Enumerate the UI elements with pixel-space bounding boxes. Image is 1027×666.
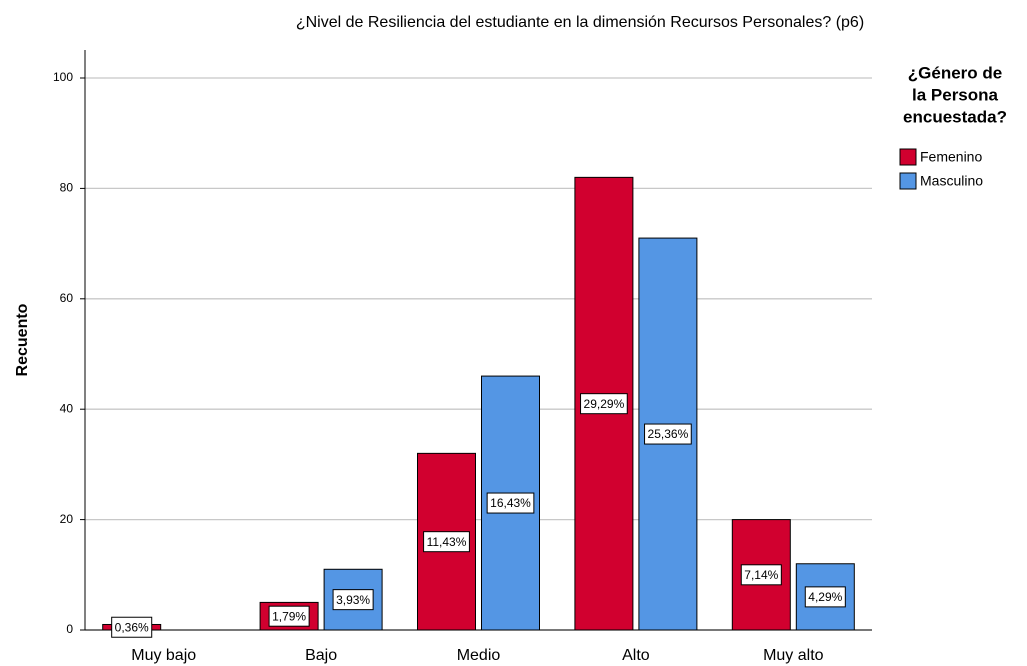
x-tick-label: Muy bajo	[131, 647, 196, 664]
legend-title: ¿Género de	[908, 63, 1002, 82]
value-label: 7,14%	[744, 568, 778, 582]
y-tick-label: 0	[66, 622, 73, 636]
value-label: 11,43%	[427, 535, 467, 549]
y-tick-label: 100	[53, 70, 73, 84]
y-tick-label: 20	[60, 512, 74, 526]
value-label: 1,79%	[272, 609, 306, 623]
y-tick-label: 60	[60, 291, 74, 305]
x-tick-label: Medio	[457, 647, 501, 664]
x-tick-label: Muy alto	[763, 647, 824, 664]
value-label-box	[486, 492, 535, 514]
value-label: 29,29%	[584, 397, 625, 411]
value-label-box	[423, 531, 470, 553]
legend-label: Masculino	[920, 173, 983, 189]
chart-title: ¿Nivel de Resiliencia del estudiante en …	[296, 14, 864, 31]
legend-swatch	[899, 148, 917, 166]
value-label: 25,36%	[648, 427, 689, 441]
legend-title: encuestada?	[903, 107, 1007, 126]
value-label-box	[740, 564, 782, 586]
y-axis-label: Recuento	[14, 303, 31, 376]
value-label-box	[332, 589, 374, 611]
legend-label: Femenino	[920, 149, 982, 165]
x-tick-label: Bajo	[305, 647, 337, 664]
value-label-box	[111, 616, 153, 638]
value-label-box	[804, 586, 846, 608]
value-label: 0,36%	[115, 620, 149, 634]
value-label: 16,43%	[490, 496, 531, 510]
value-label-box	[268, 605, 310, 627]
value-label-box	[644, 423, 692, 445]
legend-swatch	[899, 172, 917, 190]
y-tick-label: 40	[60, 401, 74, 415]
value-label-box	[580, 393, 628, 415]
value-label: 3,93%	[336, 593, 370, 607]
y-tick-label: 80	[60, 181, 74, 195]
value-label: 4,29%	[808, 590, 842, 604]
legend-title: la Persona	[912, 85, 999, 104]
x-tick-label: Alto	[622, 647, 650, 664]
